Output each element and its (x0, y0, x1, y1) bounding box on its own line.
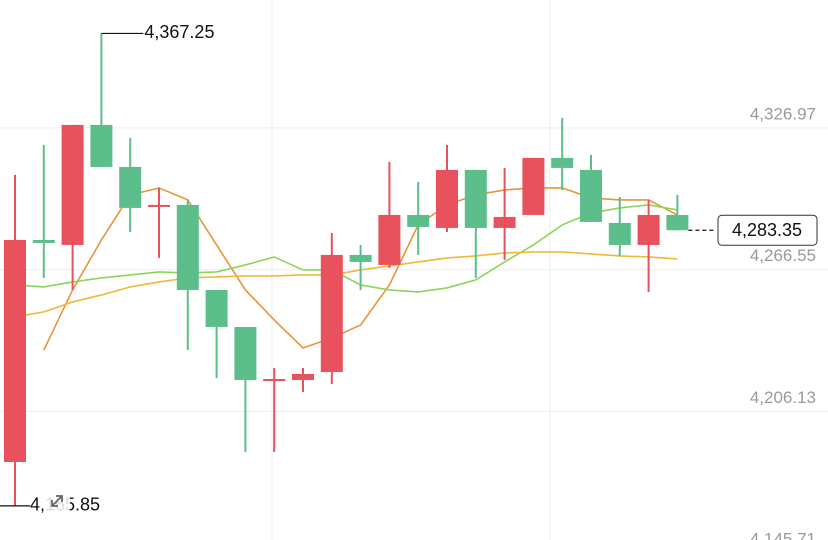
high-marker-label: 4,367.25 (144, 22, 214, 42)
candle-body (551, 157, 574, 168)
candle-body (637, 214, 660, 245)
y-tick-label: 4,266.55 (750, 246, 816, 265)
y-tick-label: 4,145.71 (750, 530, 816, 540)
candle-body (4, 239, 26, 463)
candle-body (407, 214, 430, 227)
candle-body (205, 289, 228, 327)
candle-body (608, 222, 631, 245)
candle-body (292, 373, 314, 380)
candle-body (493, 216, 516, 228)
candle-body (349, 254, 372, 262)
candles (4, 33, 689, 506)
candle-body (436, 169, 458, 228)
expand-glyph (51, 495, 63, 507)
moving-averages (14, 187, 678, 351)
annotations: 4,367.254,165.854,283.35 (0, 22, 818, 515)
candle-body (90, 124, 113, 167)
candle-body (61, 124, 84, 245)
y-tick-label: 4,326.97 (750, 104, 816, 123)
candle-body (320, 254, 343, 372)
candle-body (234, 326, 257, 380)
candle-body (119, 166, 142, 208)
grid: 4,326.97 4,266.55 4,206.13 4,145.71 (0, 104, 828, 540)
candle-body (522, 157, 545, 215)
candle-body (148, 204, 170, 207)
expand-icon[interactable] (44, 488, 70, 514)
y-tick-label: 4,206.13 (750, 388, 816, 407)
candle-body (464, 169, 487, 228)
ma-line (14, 204, 678, 293)
candle-body (666, 214, 689, 231)
candle-body (32, 239, 55, 243)
candle-body (176, 204, 199, 290)
ma-line (14, 251, 678, 318)
last-price-box (717, 214, 818, 246)
candle-body (580, 169, 602, 222)
last-price-label: 4,283.35 (732, 220, 802, 240)
candle-body (263, 378, 286, 381)
ma-line (43, 187, 678, 351)
candle-body (378, 214, 401, 265)
